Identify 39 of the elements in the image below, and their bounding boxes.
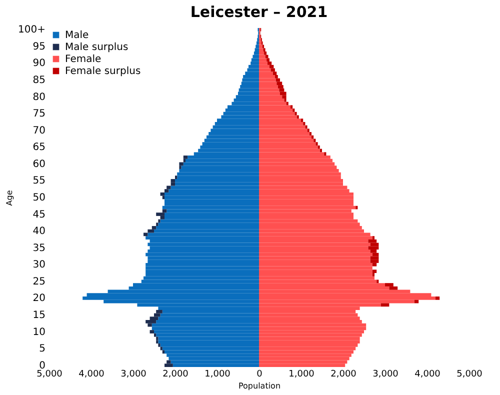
- y-tick-label: 45: [32, 209, 46, 220]
- y-tick-label: 75: [32, 108, 46, 120]
- y-tick-label: 25: [32, 276, 46, 288]
- x-tick-label: 2,000: [162, 370, 189, 380]
- y-tick-label: 65: [32, 142, 46, 154]
- y-tick-label: 35: [32, 242, 46, 254]
- y-tick-label: 55: [32, 176, 46, 187]
- legend-label: Male surplus: [65, 42, 128, 53]
- x-tick-label: 3,000: [372, 370, 399, 380]
- x-tick-label: 1,000: [288, 370, 315, 380]
- x-tick-label: 5,000: [456, 370, 483, 380]
- x-tick-label: 0: [256, 370, 263, 380]
- y-tick-label: 5: [39, 344, 46, 355]
- legend-label: Female surplus: [65, 66, 141, 77]
- y-tick-label: 70: [32, 125, 46, 136]
- y-tick-label: 90: [32, 58, 46, 70]
- x-tick-label: 3,000: [120, 370, 147, 380]
- y-tick-label: 80: [32, 92, 46, 103]
- y-tick-label: 85: [32, 75, 46, 86]
- x-axis-title: Population: [238, 382, 281, 390]
- x-tick-label: 5,000: [36, 370, 63, 380]
- legend-label: Female: [65, 54, 102, 65]
- y-tick-label: 95: [32, 41, 46, 52]
- y-tick-label: 30: [32, 260, 46, 271]
- chart-title: Leicester – 2021: [190, 3, 328, 22]
- x-tick-label: 1,000: [204, 370, 231, 380]
- y-tick-label: 0: [39, 360, 46, 372]
- x-tick-label: 4,000: [78, 370, 105, 380]
- y-axis-title: Age: [5, 190, 14, 206]
- y-tick-label: 50: [32, 192, 46, 204]
- y-tick-label: 20: [32, 293, 46, 304]
- y-tick-label: 15: [32, 310, 46, 321]
- y-tick-label: 40: [32, 226, 46, 238]
- legend-label: Male: [65, 30, 89, 41]
- y-tick-label: 100+: [18, 24, 46, 36]
- x-tick-label: 2,000: [330, 370, 357, 380]
- y-tick-label: 60: [32, 158, 46, 170]
- x-tick-label: 4,000: [414, 370, 441, 380]
- y-tick-label: 10: [32, 326, 46, 338]
